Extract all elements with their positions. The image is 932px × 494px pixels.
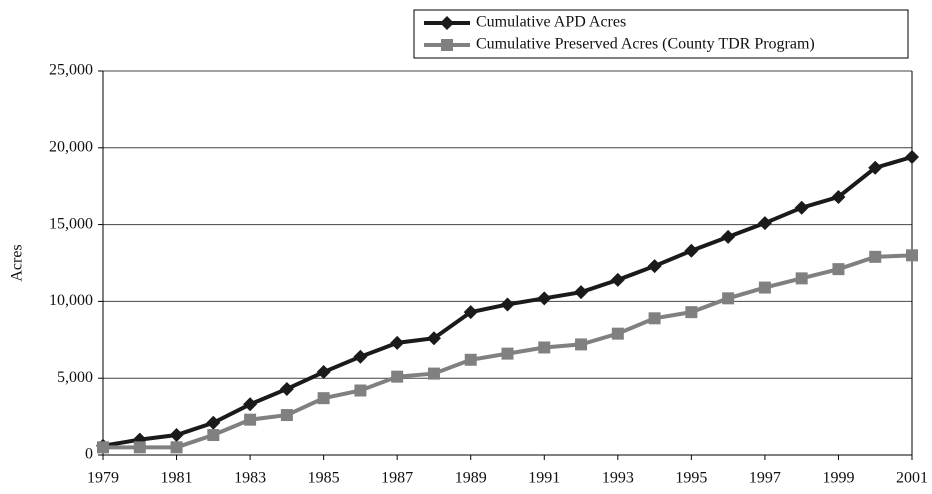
legend-label: Cumulative APD Acres [476, 14, 626, 31]
data-point [758, 281, 771, 294]
y-tick-label: 25,000 [49, 62, 93, 79]
data-point [647, 259, 662, 274]
data-point [611, 327, 624, 340]
data-point [905, 150, 919, 165]
data-point [610, 272, 625, 287]
y-tick-label: 20,000 [49, 138, 93, 155]
x-tick-label: 1983 [234, 470, 266, 487]
data-point [464, 353, 477, 366]
data-point [795, 272, 808, 285]
data-point [538, 341, 551, 354]
data-point [243, 397, 258, 412]
data-point [206, 415, 221, 430]
legend-box [413, 9, 909, 59]
x-tick-label: 1997 [749, 470, 781, 487]
data-point [354, 384, 367, 397]
data-point [574, 285, 589, 300]
data-point [170, 441, 183, 454]
data-point [500, 297, 515, 312]
data-point [575, 338, 588, 351]
data-point [97, 441, 109, 454]
data-point [353, 349, 368, 364]
data-point [869, 250, 882, 263]
data-point [390, 335, 405, 350]
data-point [501, 347, 514, 360]
data-point [280, 409, 293, 422]
y-tick-label: 0 [85, 446, 93, 463]
x-tick-label: 1981 [161, 470, 193, 487]
data-point [648, 312, 661, 325]
data-point [244, 413, 257, 426]
data-point [169, 428, 184, 443]
data-point [207, 429, 220, 442]
data-point [684, 243, 699, 258]
y-axis-label: Acres [9, 244, 26, 281]
data-point [868, 160, 883, 175]
data-point [832, 263, 845, 276]
data-point [426, 331, 441, 346]
x-tick-label: 1985 [308, 470, 340, 487]
data-point [317, 392, 330, 405]
y-tick-label: 5,000 [57, 369, 93, 386]
x-tick-label: 1989 [455, 470, 487, 487]
legend-marker [441, 39, 453, 51]
data-point [722, 292, 735, 305]
x-tick-label: 2001 [896, 470, 928, 487]
data-point [906, 249, 918, 262]
data-point [316, 365, 331, 380]
x-tick-label: 1987 [381, 470, 413, 487]
x-tick-label: 1979 [87, 470, 119, 487]
data-point [721, 229, 736, 244]
y-tick-label: 15,000 [49, 215, 93, 232]
legend-label: Cumulative Preserved Acres (County TDR P… [476, 36, 815, 53]
data-point [133, 441, 146, 454]
data-point [463, 305, 478, 320]
data-point [794, 200, 809, 215]
y-tick-label: 10,000 [49, 292, 93, 309]
x-tick-label: 1991 [528, 470, 560, 487]
data-point [831, 189, 846, 204]
x-tick-label: 1993 [602, 470, 634, 487]
data-point [757, 216, 772, 231]
x-tick-label: 1995 [675, 470, 707, 487]
data-point [427, 367, 440, 380]
x-tick-label: 1999 [822, 470, 854, 487]
data-point [391, 370, 404, 383]
data-point [279, 381, 294, 396]
data-point [537, 291, 552, 306]
legend-marker [440, 16, 454, 30]
data-point [685, 306, 698, 319]
